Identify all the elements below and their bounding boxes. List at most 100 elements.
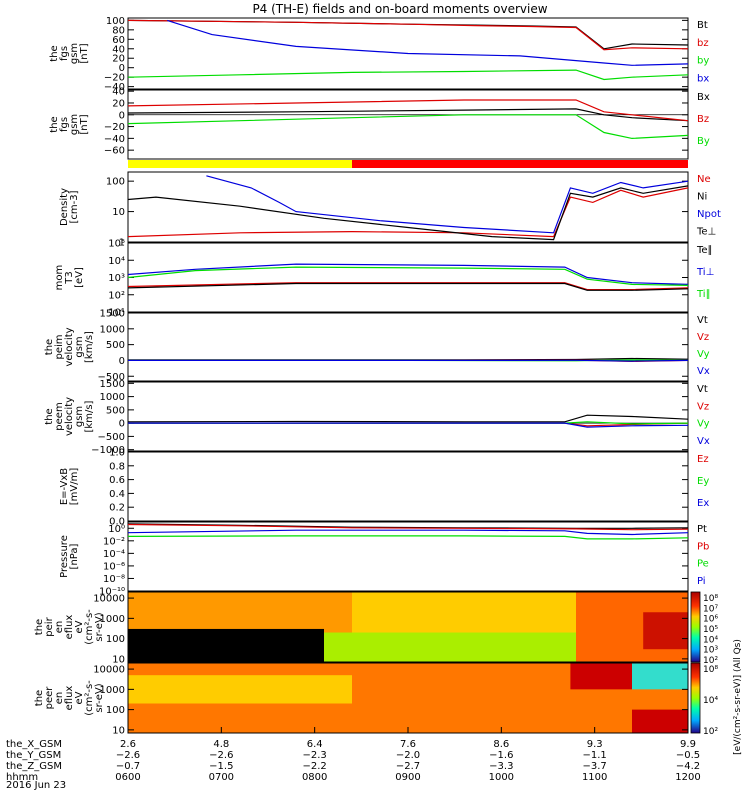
x-tick-label: 1000 bbox=[489, 772, 514, 783]
y-axis-label: the bbox=[44, 339, 55, 355]
series-Te∥ bbox=[127, 282, 689, 291]
y-tick-label: 0 bbox=[119, 419, 125, 430]
y-tick-label: 1000 bbox=[100, 685, 125, 696]
panel-frame bbox=[127, 242, 689, 313]
y-axis-label: peem bbox=[54, 402, 65, 430]
x-tick-label: 6.4 bbox=[307, 739, 323, 750]
legend-entry: Vx bbox=[697, 366, 710, 377]
x-tick-label: 1100 bbox=[582, 772, 607, 783]
y-axis-label: peim bbox=[54, 334, 65, 359]
panel-region-bar bbox=[128, 160, 688, 168]
x-tick-label: −2.3 bbox=[303, 750, 327, 761]
legend-entry: Ti⊥ bbox=[696, 267, 714, 278]
y-tick-label: 100 bbox=[106, 705, 125, 716]
y-tick-label: −20 bbox=[104, 73, 125, 84]
y-axis-label: T3 bbox=[64, 271, 75, 284]
y-axis-label: gsm bbox=[74, 336, 85, 357]
x-row-label: the_Y_GSM bbox=[6, 750, 61, 761]
x-tick-label: 7.6 bbox=[400, 739, 416, 750]
y-tick-label: 100 bbox=[106, 177, 125, 188]
y-tick-label: −40 bbox=[104, 82, 125, 93]
colorbar-tick: 10⁸ bbox=[703, 665, 718, 675]
panel-peir-eflux: 10000 1000 100 10 the peir en eflux eV (cm²-s-sr-… bbox=[34, 591, 689, 665]
legend-entry: Vt bbox=[697, 384, 708, 395]
y-tick-label: −40 bbox=[104, 134, 125, 145]
x-tick-label: −1.6 bbox=[489, 750, 513, 761]
y-tick-label: 80 bbox=[112, 25, 125, 36]
y-tick-label: 10⁴ bbox=[108, 256, 125, 267]
y-tick-label: 0.2 bbox=[109, 503, 125, 514]
legend-entry: Vz bbox=[697, 332, 709, 343]
panel-temperature: 10⁵ 10⁴ 10³ 10² 10¹ mom T3 [eV] Te∥ Ti⊥ Ti∥ bbox=[54, 239, 714, 319]
series-Pe bbox=[127, 535, 689, 540]
heatmap-region-1 bbox=[128, 675, 352, 704]
y-tick-label: 0.6 bbox=[109, 475, 125, 486]
x-tick-label: 0600 bbox=[115, 772, 140, 783]
panel-efield: 1.0 0.8 0.6 0.4 0.2 0.0 E=-VxB [mV/m] Ez Ey Ex bbox=[59, 448, 709, 528]
legend-entry: Bt bbox=[697, 20, 708, 31]
colorbar-0 bbox=[690, 591, 701, 663]
series-by bbox=[127, 69, 689, 81]
y-axis-label: gsm bbox=[69, 43, 80, 64]
legend-entry: Ne bbox=[697, 174, 711, 185]
legend-entry: Pi bbox=[697, 576, 706, 587]
panel-frame bbox=[127, 17, 689, 90]
y-axis-label: E=-VxB bbox=[59, 468, 70, 505]
y-axis-label: sr-eV) bbox=[94, 683, 105, 712]
heatmap-region-2 bbox=[570, 663, 632, 690]
y-axis-label: [nT] bbox=[79, 114, 90, 134]
y-tick-label: 10⁻² bbox=[103, 536, 125, 547]
legend-entry: Npot bbox=[697, 209, 721, 220]
y-axis-label: Density bbox=[59, 188, 70, 226]
x-tick-label: 0800 bbox=[302, 772, 327, 783]
legend-entry: bx bbox=[697, 73, 709, 84]
y-axis-label: the bbox=[34, 690, 45, 706]
y-tick-label: 10³ bbox=[108, 273, 125, 284]
y-axis-label: sr-eV) bbox=[94, 612, 105, 641]
legend-entry: Ey bbox=[697, 476, 709, 487]
x-tick-label: −2.6 bbox=[209, 750, 233, 761]
y-tick-label: 0 bbox=[119, 63, 125, 74]
heatmap-region-1 bbox=[128, 628, 324, 662]
y-axis-label: [cm-3] bbox=[69, 190, 80, 223]
y-tick-label: 1500 bbox=[100, 379, 125, 390]
y-axis-label: the bbox=[34, 619, 45, 635]
x-tick-label: −3.7 bbox=[583, 761, 607, 772]
y-tick-label: 1 bbox=[119, 238, 125, 249]
y-axis-label: the bbox=[44, 408, 55, 424]
y-tick-label: −500 bbox=[98, 432, 125, 443]
colorbar-tick: 10⁵ bbox=[703, 625, 718, 635]
x-tick-label: −2.7 bbox=[396, 761, 420, 772]
y-axis-label: en bbox=[54, 692, 65, 705]
y-axis-label: the bbox=[49, 45, 60, 61]
series-Npot bbox=[206, 175, 689, 234]
date-label: 2016 Jun 23 bbox=[6, 780, 66, 791]
y-axis-label: velocity bbox=[64, 397, 75, 436]
series-Bx bbox=[127, 108, 689, 122]
x-tick-label: 9.9 bbox=[680, 739, 696, 750]
y-axis-label: [km/s] bbox=[84, 400, 95, 432]
y-axis-label: en bbox=[54, 621, 65, 634]
x-tick-label: 0700 bbox=[209, 772, 234, 783]
series-Ni bbox=[127, 185, 689, 241]
y-tick-label: 10⁵ bbox=[108, 239, 125, 250]
legend-entry: Bx bbox=[697, 92, 710, 103]
x-tick-label: −3.3 bbox=[489, 761, 513, 772]
legend-entry: Vt bbox=[697, 315, 708, 326]
series-By bbox=[127, 114, 689, 140]
legend-entry: Ez bbox=[697, 454, 709, 465]
y-tick-label: 10⁰ bbox=[108, 524, 125, 535]
x-tick-label: −0.5 bbox=[676, 750, 700, 761]
y-axis-label: [nPa] bbox=[69, 543, 80, 569]
x-row-label: hhmm bbox=[6, 772, 38, 783]
panel-frame bbox=[127, 381, 689, 452]
y-tick-label: 20 bbox=[112, 98, 125, 109]
colorbar-label: [eV/(cm²-s-sr-eV)] (All Qs) bbox=[733, 639, 743, 755]
y-tick-label: 500 bbox=[106, 340, 125, 351]
y-tick-label: 0 bbox=[119, 356, 125, 367]
series-Vx bbox=[128, 359, 689, 362]
colorbar-tick: 10⁷ bbox=[703, 604, 718, 614]
